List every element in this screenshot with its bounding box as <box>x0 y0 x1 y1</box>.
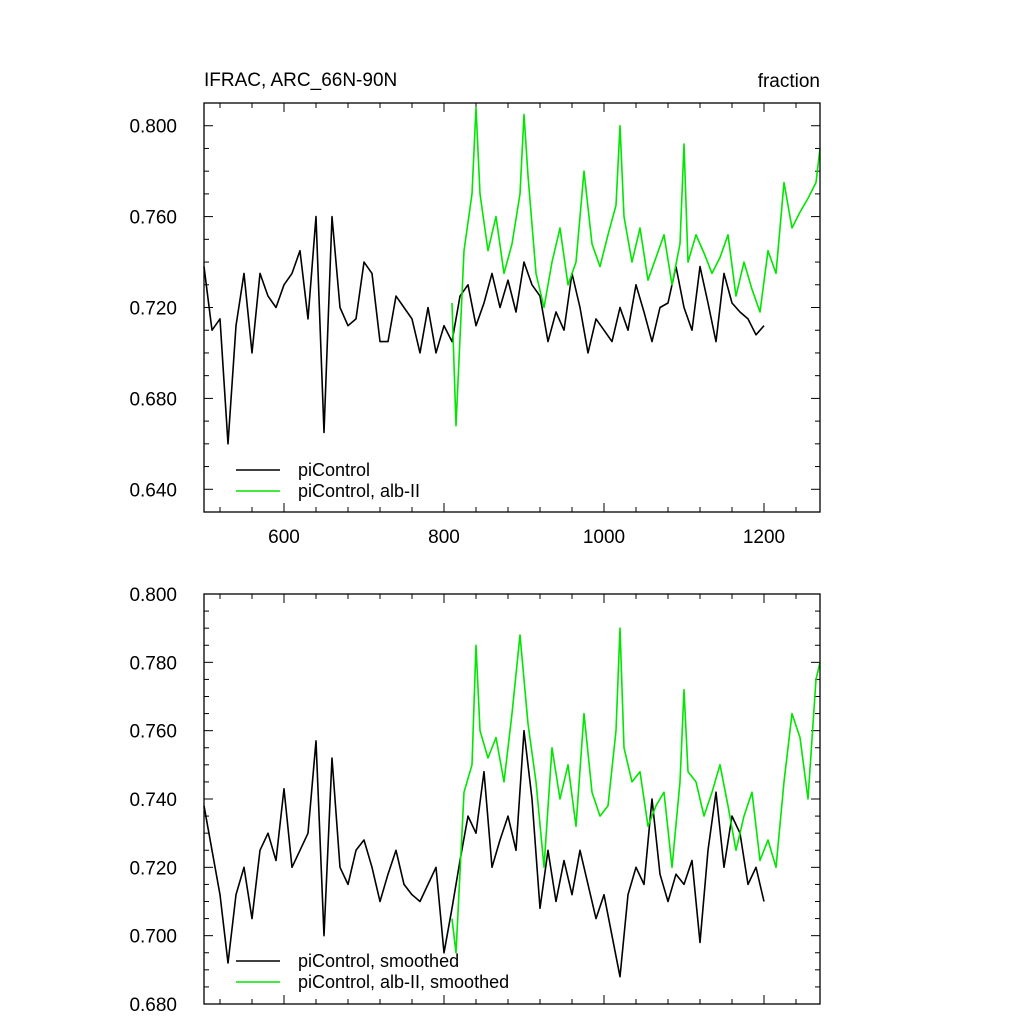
y-tick-label: 0.760 <box>129 722 177 743</box>
y-tick-label: 0.720 <box>129 299 177 320</box>
bottom-legend: piControl, smoothed piControl, alb-II, s… <box>236 951 509 992</box>
legend-label-picontrol-smoothed: piControl, smoothed <box>298 951 459 971</box>
top-panel: IFRAC, ARC_66N-90N fraction 600 800 1000 12… <box>129 70 821 548</box>
top-legend: piControl piControl, alb-II <box>236 460 420 501</box>
x-tick-label: 800 <box>428 527 460 548</box>
y-tick-label: 0.680 <box>129 389 177 410</box>
x-tick-label: 1200 <box>743 527 785 548</box>
bottom-panel-series <box>203 627 821 978</box>
x-tick-label: 1000 <box>583 527 625 548</box>
y-tick-label: 0.640 <box>129 480 177 501</box>
legend-label-alb-ii-smoothed: piControl, alb-II, smoothed <box>298 972 509 992</box>
top-panel-frame <box>203 102 821 513</box>
series-line-alb-ii <box>451 627 821 954</box>
bottom-panel-frame <box>203 593 821 1005</box>
bottom-panel: 0.680 0.700 0.720 0.740 0.760 0.780 0.800 piCo… <box>129 585 821 1016</box>
legend-label-picontrol: piControl <box>298 460 370 480</box>
legend-label-alb-ii: piControl, alb-II <box>298 481 420 501</box>
x-tick-label: 600 <box>268 527 300 548</box>
y-tick-label: 0.720 <box>129 858 177 879</box>
y-tick-label: 0.760 <box>129 208 177 229</box>
series-line-alb-ii <box>451 106 821 427</box>
series-line-picontrol <box>203 215 765 445</box>
y-tick-label: 0.780 <box>129 653 177 674</box>
y-tick-label: 0.680 <box>129 995 177 1016</box>
top-panel-series <box>203 106 821 445</box>
top-panel-units: fraction <box>758 71 820 92</box>
top-panel-title: IFRAC, ARC_66N-90N <box>204 70 397 91</box>
series-line-picontrol <box>203 729 765 978</box>
y-tick-label: 0.740 <box>129 790 177 811</box>
y-tick-label: 0.800 <box>129 117 177 138</box>
y-tick-label: 0.800 <box>129 585 177 606</box>
y-tick-label: 0.700 <box>129 927 177 948</box>
top-panel-ticks: 600 800 1000 1200 0.640 0.680 0.720 0.760 0.800 <box>129 102 820 548</box>
bottom-panel-ticks: 0.680 0.700 0.720 0.740 0.760 0.780 0.800 <box>129 585 820 1016</box>
